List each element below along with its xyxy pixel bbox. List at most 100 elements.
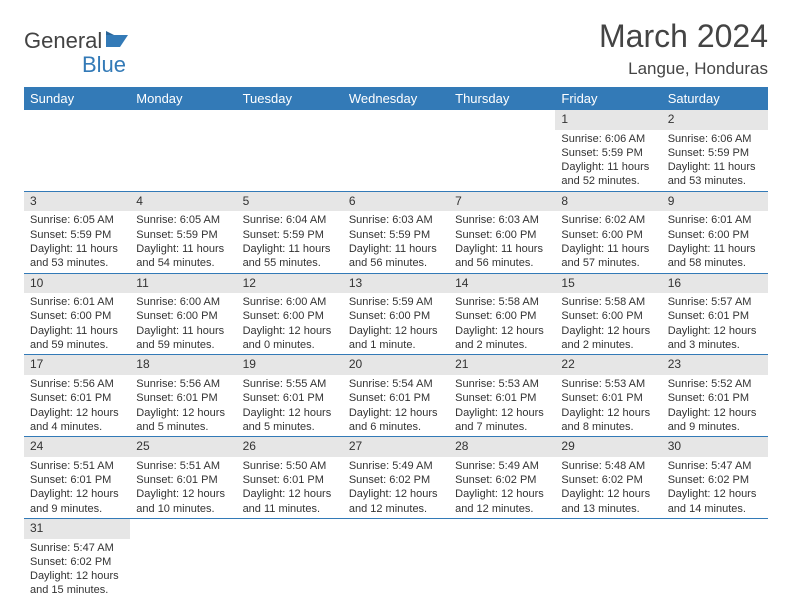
daylight: Daylight: 11 hours and 57 minutes.: [561, 242, 655, 271]
day-content: Sunrise: 5:58 AMSunset: 6:00 PMDaylight:…: [555, 293, 661, 354]
day-content: Sunrise: 5:54 AMSunset: 6:01 PMDaylight:…: [343, 375, 449, 436]
day-number: 21: [449, 355, 555, 375]
flag-icon: [106, 31, 132, 52]
calendar-cell: [343, 110, 449, 191]
sunset: Sunset: 6:01 PM: [561, 391, 655, 405]
sunrise: Sunrise: 5:53 AM: [561, 377, 655, 391]
calendar-cell: [662, 518, 768, 599]
calendar-cell: 6Sunrise: 6:03 AMSunset: 5:59 PMDaylight…: [343, 191, 449, 273]
sunrise: Sunrise: 6:02 AM: [561, 213, 655, 227]
sunset: Sunset: 5:59 PM: [243, 228, 337, 242]
sunrise: Sunrise: 6:03 AM: [349, 213, 443, 227]
sunset: Sunset: 6:01 PM: [30, 473, 124, 487]
sunset: Sunset: 6:00 PM: [243, 309, 337, 323]
calendar-cell: 20Sunrise: 5:54 AMSunset: 6:01 PMDayligh…: [343, 355, 449, 437]
calendar-cell: [449, 518, 555, 599]
sunset: Sunset: 5:59 PM: [30, 228, 124, 242]
day-content: Sunrise: 5:47 AMSunset: 6:02 PMDaylight:…: [24, 539, 130, 600]
sunset: Sunset: 6:00 PM: [561, 228, 655, 242]
day-number: 28: [449, 437, 555, 457]
calendar-cell: 7Sunrise: 6:03 AMSunset: 6:00 PMDaylight…: [449, 191, 555, 273]
day-number: 1: [555, 110, 661, 130]
sunset: Sunset: 5:59 PM: [668, 146, 762, 160]
sunrise: Sunrise: 5:54 AM: [349, 377, 443, 391]
sunrise: Sunrise: 5:56 AM: [30, 377, 124, 391]
day-content: Sunrise: 5:49 AMSunset: 6:02 PMDaylight:…: [449, 457, 555, 518]
sunset: Sunset: 6:02 PM: [349, 473, 443, 487]
calendar-cell: 10Sunrise: 6:01 AMSunset: 6:00 PMDayligh…: [24, 273, 130, 355]
day-number: 29: [555, 437, 661, 457]
sunrise: Sunrise: 5:58 AM: [455, 295, 549, 309]
day-content: Sunrise: 6:03 AMSunset: 6:00 PMDaylight:…: [449, 211, 555, 272]
daylight: Daylight: 12 hours and 3 minutes.: [668, 324, 762, 353]
calendar-cell: 5Sunrise: 6:04 AMSunset: 5:59 PMDaylight…: [237, 191, 343, 273]
calendar-cell: 30Sunrise: 5:47 AMSunset: 6:02 PMDayligh…: [662, 437, 768, 519]
day-number: 10: [24, 274, 130, 294]
day-content: Sunrise: 5:52 AMSunset: 6:01 PMDaylight:…: [662, 375, 768, 436]
day-number: 15: [555, 274, 661, 294]
day-content: Sunrise: 5:57 AMSunset: 6:01 PMDaylight:…: [662, 293, 768, 354]
day-content: Sunrise: 5:56 AMSunset: 6:01 PMDaylight:…: [130, 375, 236, 436]
day-content: Sunrise: 6:01 AMSunset: 6:00 PMDaylight:…: [24, 293, 130, 354]
calendar-cell: 13Sunrise: 5:59 AMSunset: 6:00 PMDayligh…: [343, 273, 449, 355]
header: General March 2024 Langue, Honduras: [24, 18, 768, 79]
sunset: Sunset: 6:00 PM: [455, 228, 549, 242]
calendar-cell: 3Sunrise: 6:05 AMSunset: 5:59 PMDaylight…: [24, 191, 130, 273]
day-content: Sunrise: 6:00 AMSunset: 6:00 PMDaylight:…: [237, 293, 343, 354]
day-number: 24: [24, 437, 130, 457]
day-number: 17: [24, 355, 130, 375]
sunrise: Sunrise: 6:05 AM: [136, 213, 230, 227]
calendar-cell: 27Sunrise: 5:49 AMSunset: 6:02 PMDayligh…: [343, 437, 449, 519]
daylight: Daylight: 12 hours and 15 minutes.: [30, 569, 124, 598]
logo: General: [24, 28, 134, 54]
calendar-head: SundayMondayTuesdayWednesdayThursdayFrid…: [24, 87, 768, 110]
day-number: 30: [662, 437, 768, 457]
sunset: Sunset: 6:01 PM: [243, 391, 337, 405]
day-content: Sunrise: 5:53 AMSunset: 6:01 PMDaylight:…: [449, 375, 555, 436]
daylight: Daylight: 11 hours and 59 minutes.: [30, 324, 124, 353]
day-content: Sunrise: 6:01 AMSunset: 6:00 PMDaylight:…: [662, 211, 768, 272]
calendar-cell: 24Sunrise: 5:51 AMSunset: 6:01 PMDayligh…: [24, 437, 130, 519]
daylight: Daylight: 12 hours and 13 minutes.: [561, 487, 655, 516]
sunset: Sunset: 6:01 PM: [136, 473, 230, 487]
sunset: Sunset: 5:59 PM: [349, 228, 443, 242]
daylight: Daylight: 12 hours and 14 minutes.: [668, 487, 762, 516]
sunrise: Sunrise: 5:56 AM: [136, 377, 230, 391]
sunset: Sunset: 6:00 PM: [455, 309, 549, 323]
sunrise: Sunrise: 6:06 AM: [561, 132, 655, 146]
sunset: Sunset: 6:01 PM: [668, 309, 762, 323]
sunrise: Sunrise: 6:00 AM: [243, 295, 337, 309]
sunrise: Sunrise: 5:58 AM: [561, 295, 655, 309]
day-number: 6: [343, 192, 449, 212]
day-number: 19: [237, 355, 343, 375]
calendar-cell: [555, 518, 661, 599]
title-block: March 2024 Langue, Honduras: [599, 18, 768, 79]
calendar-cell: [130, 110, 236, 191]
day-number: 8: [555, 192, 661, 212]
sunrise: Sunrise: 5:49 AM: [349, 459, 443, 473]
calendar-cell: 31Sunrise: 5:47 AMSunset: 6:02 PMDayligh…: [24, 518, 130, 599]
day-content: Sunrise: 5:56 AMSunset: 6:01 PMDaylight:…: [24, 375, 130, 436]
sunset: Sunset: 6:00 PM: [30, 309, 124, 323]
day-number: 4: [130, 192, 236, 212]
sunset: Sunset: 6:00 PM: [136, 309, 230, 323]
daylight: Daylight: 11 hours and 58 minutes.: [668, 242, 762, 271]
calendar-cell: 26Sunrise: 5:50 AMSunset: 6:01 PMDayligh…: [237, 437, 343, 519]
day-header: Monday: [130, 87, 236, 110]
calendar-row: 24Sunrise: 5:51 AMSunset: 6:01 PMDayligh…: [24, 437, 768, 519]
day-number: 26: [237, 437, 343, 457]
sunset: Sunset: 6:02 PM: [30, 555, 124, 569]
day-number: 2: [662, 110, 768, 130]
day-number: 3: [24, 192, 130, 212]
calendar-cell: 2Sunrise: 6:06 AMSunset: 5:59 PMDaylight…: [662, 110, 768, 191]
calendar-cell: [24, 110, 130, 191]
daylight: Daylight: 12 hours and 1 minute.: [349, 324, 443, 353]
calendar-cell: 4Sunrise: 6:05 AMSunset: 5:59 PMDaylight…: [130, 191, 236, 273]
day-header: Wednesday: [343, 87, 449, 110]
daylight: Daylight: 12 hours and 12 minutes.: [455, 487, 549, 516]
sunrise: Sunrise: 5:48 AM: [561, 459, 655, 473]
sunset: Sunset: 5:59 PM: [561, 146, 655, 160]
day-number: 13: [343, 274, 449, 294]
calendar-cell: 19Sunrise: 5:55 AMSunset: 6:01 PMDayligh…: [237, 355, 343, 437]
day-content: Sunrise: 6:04 AMSunset: 5:59 PMDaylight:…: [237, 211, 343, 272]
